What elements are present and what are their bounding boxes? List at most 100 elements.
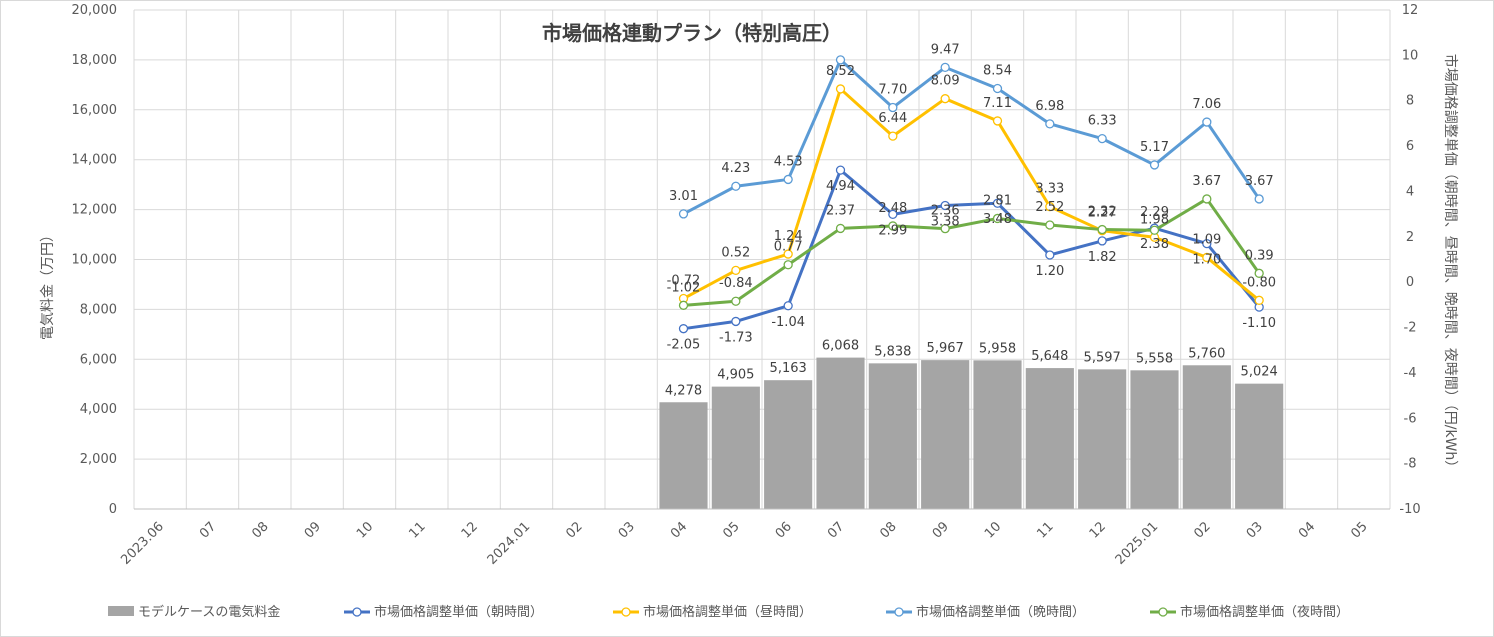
series-marker (940, 94, 950, 104)
bar (816, 357, 865, 509)
series-marker (835, 223, 846, 234)
bar (868, 363, 917, 509)
legend: モデルケースの電気料金 市場価格調整単価（朝時間） 市場価格調整単価（昼時間） 市場価… (108, 604, 1349, 620)
bar (1025, 368, 1074, 509)
line-value-label: 1.70 (1192, 253, 1221, 268)
line-value-label: 5.17 (1140, 140, 1169, 155)
bar-value-label: 4,905 (717, 368, 754, 383)
series-marker (940, 224, 950, 234)
line-value-label: 1.24 (774, 229, 803, 244)
series-marker (678, 209, 689, 219)
series-marker (1045, 119, 1055, 129)
line-value-label: 0.77 (774, 240, 803, 255)
line-value-label: 2.52 (1035, 200, 1064, 215)
bar-value-label: 5,760 (1188, 346, 1225, 361)
series-line (683, 197, 1261, 307)
series-marker (1254, 194, 1264, 204)
bar-value-label: 4,278 (665, 383, 702, 398)
series-marker (783, 301, 793, 311)
y-left-tick-label: 6,000 (80, 352, 117, 367)
y-right-tick-label: 12 (1402, 3, 1419, 18)
bar (1182, 365, 1231, 509)
line-value-label: 2.32 (1088, 205, 1117, 220)
y-right-tick-label: -4 (1404, 366, 1417, 381)
line-value-label: 2.27 (1088, 206, 1117, 221)
series-marker (992, 198, 1003, 208)
legend-label: 市場価格調整単価（朝時間） (374, 604, 543, 620)
bar (711, 386, 760, 509)
series-marker (940, 62, 950, 73)
line-value-label: 3.48 (983, 212, 1012, 227)
series-line (683, 168, 1261, 331)
series-marker (783, 174, 793, 185)
legend-swatch-marker (352, 607, 362, 617)
series-marker (1202, 117, 1212, 127)
line-value-label: 6.44 (878, 111, 907, 126)
y-right-tick-label: -8 (1404, 457, 1417, 472)
line-value-label: 2.38 (1140, 237, 1169, 252)
line-value-label: -1.73 (719, 330, 753, 345)
line-value-label: 2.99 (878, 223, 907, 238)
line-value-label: 3.01 (669, 189, 698, 204)
series-marker (992, 83, 1003, 94)
legend-swatch-marker (1158, 607, 1168, 617)
bar-value-label: 5,838 (874, 344, 911, 359)
bar (973, 360, 1022, 509)
y-axis-left-title: 電気料金（万円） (40, 228, 56, 340)
line-value-label: -1.10 (1242, 316, 1276, 331)
legend-swatch-bar (108, 606, 134, 616)
y-right-tick-label: 4 (1406, 184, 1414, 199)
y-right-tick-label: 6 (1406, 139, 1414, 154)
bar-value-label: 5,967 (927, 341, 964, 356)
y-right-tick-label: -2 (1404, 321, 1417, 336)
bar-series (659, 357, 1284, 509)
y-left-tick-label: 20,000 (72, 3, 118, 18)
series-marker (888, 209, 898, 220)
line-value-label: 4.94 (826, 179, 855, 194)
series-marker (1097, 224, 1107, 235)
series-marker (1254, 268, 1264, 278)
line-value-label: 3.67 (1245, 174, 1274, 189)
legend-label: モデルケースの電気料金 (138, 604, 280, 620)
bar (659, 402, 708, 509)
series-marker (731, 296, 741, 306)
series-line (682, 87, 1261, 302)
series-marker (1202, 194, 1212, 204)
y-left-tick-label: 16,000 (72, 103, 118, 118)
line-value-label: 1.98 (1140, 212, 1169, 227)
series-marker (888, 221, 898, 231)
series-marker (731, 316, 741, 327)
line-value-label: -2.05 (667, 338, 701, 353)
series-marker (1254, 295, 1264, 305)
line-value-label: 1.82 (1088, 250, 1117, 265)
y-right-tick-label: 2 (1406, 230, 1414, 245)
y-right-tick-label: -10 (1399, 502, 1420, 517)
legend-label: 市場価格調整単価（夜時間） (1180, 604, 1349, 620)
y-left-tick-label: 14,000 (72, 153, 118, 168)
y-left-tick-label: 0 (109, 502, 117, 517)
line-value-label: 4.23 (721, 161, 750, 176)
series-marker (783, 249, 793, 259)
y-left-tick-label: 10,000 (72, 253, 118, 268)
series-marker (888, 102, 898, 113)
series-marker (1097, 133, 1107, 144)
bar (1235, 383, 1284, 509)
series-marker (1149, 225, 1160, 235)
line-value-label: -0.80 (1242, 275, 1276, 290)
line-value-label: 2.37 (826, 203, 855, 218)
line-value-label: -0.72 (667, 274, 701, 289)
line-value-label: 0.39 (1245, 248, 1274, 263)
line-value-label: -1.02 (667, 280, 701, 295)
series-marker (992, 116, 1003, 126)
bar-value-label: 6,068 (822, 339, 859, 354)
line-value-label: 6.33 (1088, 114, 1117, 129)
line-value-label: 1.09 (1192, 232, 1221, 247)
series-marker (835, 165, 846, 175)
y-left-tick-label: 4,000 (80, 402, 117, 417)
line-value-label: 3.67 (1192, 174, 1221, 189)
series-marker (1202, 238, 1212, 249)
line-value-label: 7.06 (1192, 97, 1221, 112)
line-value-label: 4.53 (774, 154, 803, 169)
line-value-label: 2.36 (931, 204, 960, 219)
